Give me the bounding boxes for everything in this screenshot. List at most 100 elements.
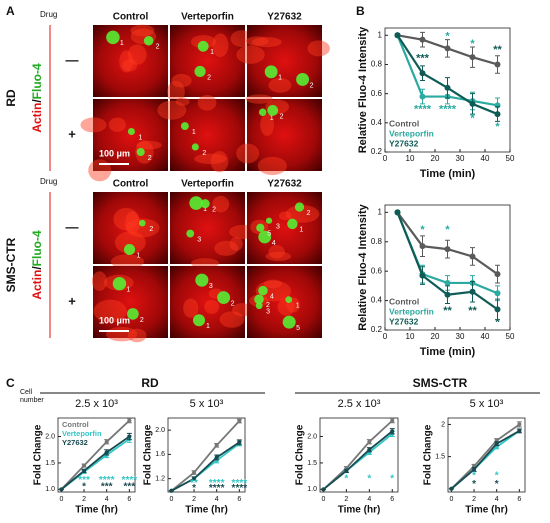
fluo-cell [112, 276, 127, 291]
data-point [469, 253, 476, 260]
chart-subtitle: 2.5 x 10³ [75, 398, 118, 410]
red-texture [88, 159, 112, 182]
significance: ** [493, 44, 502, 56]
significance: * [367, 473, 371, 484]
red-texture [265, 251, 292, 262]
significance: ** [468, 305, 477, 317]
column-header: Y27632 [267, 12, 302, 23]
stain-label: Actin/Fluo-4 [30, 63, 44, 133]
legend-entry: Y27632 [62, 438, 88, 447]
x-tick-label: 4 [105, 496, 109, 503]
cell-label: 2 [156, 44, 160, 51]
red-texture [236, 45, 265, 64]
data-point [494, 61, 501, 68]
cell-label: 2 [231, 300, 235, 307]
panel-label: A [6, 4, 15, 18]
y-tick-label: 2.0 [45, 433, 55, 440]
red-texture [307, 40, 330, 57]
fluo-cell [197, 40, 209, 52]
cell-label: 2 [149, 226, 153, 233]
red-texture [278, 211, 292, 221]
x-tick-label: 30 [456, 332, 465, 341]
data-point [367, 447, 372, 452]
red-texture [127, 44, 147, 65]
fluo-cell [254, 294, 264, 305]
stain-part: Fluo-4 [30, 230, 44, 266]
significance: * [495, 317, 500, 329]
red-texture [245, 36, 269, 46]
data-point [237, 419, 242, 424]
y-axis-label: Fold Change [423, 424, 434, 485]
cell-label: 5 [296, 325, 300, 332]
x-tick-label: 40 [481, 332, 490, 341]
y-tick-label: 1 [378, 207, 383, 216]
cell-label: 1 [192, 129, 196, 136]
fluo-cell [143, 36, 154, 46]
drug-label: Drug [40, 177, 57, 186]
red-texture [219, 311, 245, 328]
x-tick-label: 30 [456, 154, 465, 163]
y-tick-label: 0.6 [371, 89, 383, 98]
x-tick-label: 0 [59, 496, 63, 503]
red-texture [110, 254, 145, 269]
significance: * [82, 481, 86, 492]
cell-label: 4 [270, 293, 274, 300]
red-texture [268, 77, 292, 93]
x-tick-label: 4 [215, 496, 219, 503]
red-texture [93, 299, 127, 323]
significance: * [445, 31, 450, 43]
x-tick-label: 2 [344, 496, 348, 503]
red-texture [183, 298, 199, 318]
red-texture [212, 33, 229, 58]
data-point [517, 428, 522, 433]
y-tick-label: 1.2 [155, 475, 165, 482]
x-tick-label: 4 [495, 496, 499, 503]
fluo-cell [106, 30, 120, 45]
significance: **** [439, 104, 457, 116]
data-point [469, 288, 476, 295]
red-texture [255, 280, 292, 302]
fluo-cell [258, 108, 267, 117]
panel-label: B [356, 4, 365, 18]
micrograph [93, 266, 168, 338]
significance: * [472, 479, 476, 490]
scale-bar-label: 100 μm [99, 148, 130, 158]
plot-frame [384, 204, 511, 331]
red-texture [251, 36, 282, 48]
red-texture [277, 298, 295, 316]
legend-entry: Verteporfin [389, 306, 434, 316]
significance: *** [123, 481, 135, 492]
row-label: — [66, 219, 79, 234]
cell-label: 2 [310, 82, 314, 89]
significance: * [495, 479, 499, 490]
data-point [419, 93, 426, 100]
fluo-cell [136, 147, 145, 157]
fluo-cell [139, 219, 146, 227]
data-point [494, 441, 499, 446]
red-texture [108, 117, 126, 132]
group-heading: RD [141, 376, 159, 390]
cell-label: 1 [299, 227, 303, 234]
legend-entry: Control [389, 296, 419, 306]
x-tick-label: 20 [431, 332, 440, 341]
fluo-cell [258, 230, 272, 244]
y-tick-label: 0.4 [371, 296, 383, 305]
cell-label: 3 [266, 309, 270, 316]
legend-entry: Y27632 [389, 316, 419, 326]
y-tick-label: 2.0 [307, 433, 317, 440]
cell-label: 1 [206, 323, 210, 330]
drug-label: Drug [40, 10, 57, 19]
x-tick-label: 0 [169, 496, 173, 503]
series-line [170, 441, 240, 492]
significance: ** [190, 478, 198, 489]
y-axis-label: Fold Change [143, 424, 154, 485]
cell-label: 3 [276, 224, 280, 231]
red-texture [194, 153, 227, 164]
column-header: Verteporfin [181, 12, 234, 23]
panel-label: C [6, 376, 15, 390]
significance: * [472, 471, 476, 482]
data-point [444, 279, 451, 286]
significance: **** [122, 475, 138, 486]
red-texture [136, 140, 162, 150]
cell-label: 1 [296, 302, 300, 309]
